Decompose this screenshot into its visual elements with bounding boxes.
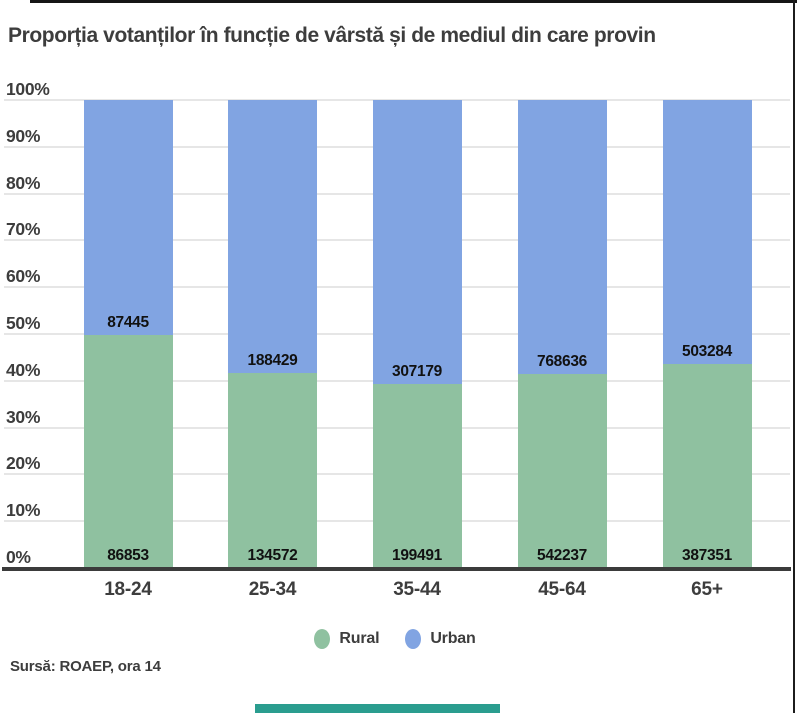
- legend-label-rural: Rural: [339, 630, 380, 647]
- legend-label-urban: Urban: [430, 630, 476, 647]
- legend-item-rural[interactable]: Rural: [314, 629, 380, 649]
- bar-segment-rural-18-24[interactable]: 86853: [83, 334, 173, 568]
- stacked-bar-25-34: 188429 134572: [228, 100, 317, 568]
- value-label-urban-18-24: 87445: [107, 313, 149, 331]
- y-axis-tick-70%: 70%: [6, 219, 41, 240]
- x-axis-label-25-34: 25-34: [248, 579, 297, 600]
- value-label-urban-65+: 503284: [682, 343, 732, 361]
- y-axis-tick-10%: 10%: [6, 500, 41, 521]
- y-axis-tick-90%: 90%: [6, 125, 41, 146]
- legend-swatch-rural: [314, 629, 331, 649]
- x-axis-label-65+: 65+: [691, 579, 723, 600]
- value-label-rural-25-34: 134572: [247, 546, 298, 564]
- bar-segment-urban-35-44[interactable]: 307179: [372, 100, 462, 384]
- source-note: Sursă: ROAEP, ora 14: [10, 658, 161, 675]
- legend-item-urban[interactable]: Urban: [405, 629, 476, 649]
- value-label-rural-35-44: 199491: [392, 546, 442, 564]
- bar-segment-rural-35-44[interactable]: 199491: [372, 383, 462, 568]
- stacked-bar-45-64: 768636 542237: [517, 100, 607, 568]
- bar-segment-rural-25-34[interactable]: 134572: [228, 373, 317, 568]
- legend-swatch-urban: [405, 629, 422, 649]
- stacked-bar-18-24: 87445 86853: [83, 100, 173, 568]
- x-axis-line: [2, 567, 791, 571]
- window-right-edge: [793, 0, 795, 713]
- stacked-bar-65+: 503284 387351: [662, 100, 752, 568]
- bar-segment-rural-65+[interactable]: 387351: [662, 364, 752, 568]
- bar-segment-urban-25-34[interactable]: 188429: [228, 100, 317, 374]
- x-axis-label-45-64: 45-64: [538, 579, 586, 600]
- y-axis-tick-40%: 40%: [6, 359, 41, 380]
- bar-segment-rural-45-64[interactable]: 542237: [517, 374, 607, 568]
- bar-segment-urban-65+[interactable]: 503284: [662, 100, 752, 365]
- bar-segment-urban-18-24[interactable]: 87445: [83, 100, 173, 335]
- chart-legend: Rural Urban: [0, 627, 790, 651]
- y-axis-tick-50%: 50%: [6, 313, 41, 333]
- bottom-scrollbar-thumb[interactable]: [255, 704, 500, 713]
- y-axis-tick-100%: 100%: [6, 79, 50, 99]
- value-label-rural-45-64: 542237: [537, 546, 587, 564]
- value-label-rural-65+: 387351: [682, 546, 732, 564]
- y-axis-tick-80%: 80%: [6, 172, 41, 193]
- y-axis-tick-30%: 30%: [6, 406, 41, 427]
- chart-title: Proporția votanților în funcție de vârst…: [8, 24, 656, 47]
- value-label-urban-35-44: 307179: [392, 362, 442, 380]
- bar-segment-urban-45-64[interactable]: 768636: [517, 100, 607, 375]
- y-axis-tick-20%: 20%: [6, 453, 41, 474]
- value-label-rural-18-24: 86853: [107, 546, 149, 564]
- value-label-urban-25-34: 188429: [247, 352, 298, 370]
- y-axis-tick-60%: 60%: [6, 266, 41, 287]
- x-axis-label-35-44: 35-44: [393, 579, 441, 600]
- x-axis-label-18-24: 18-24: [104, 579, 152, 600]
- window-top-edge: [30, 0, 797, 3]
- stacked-bar-35-44: 307179 199491: [372, 100, 462, 568]
- value-label-urban-45-64: 768636: [537, 353, 587, 371]
- y-axis-tick-0%: 0%: [6, 547, 31, 567]
